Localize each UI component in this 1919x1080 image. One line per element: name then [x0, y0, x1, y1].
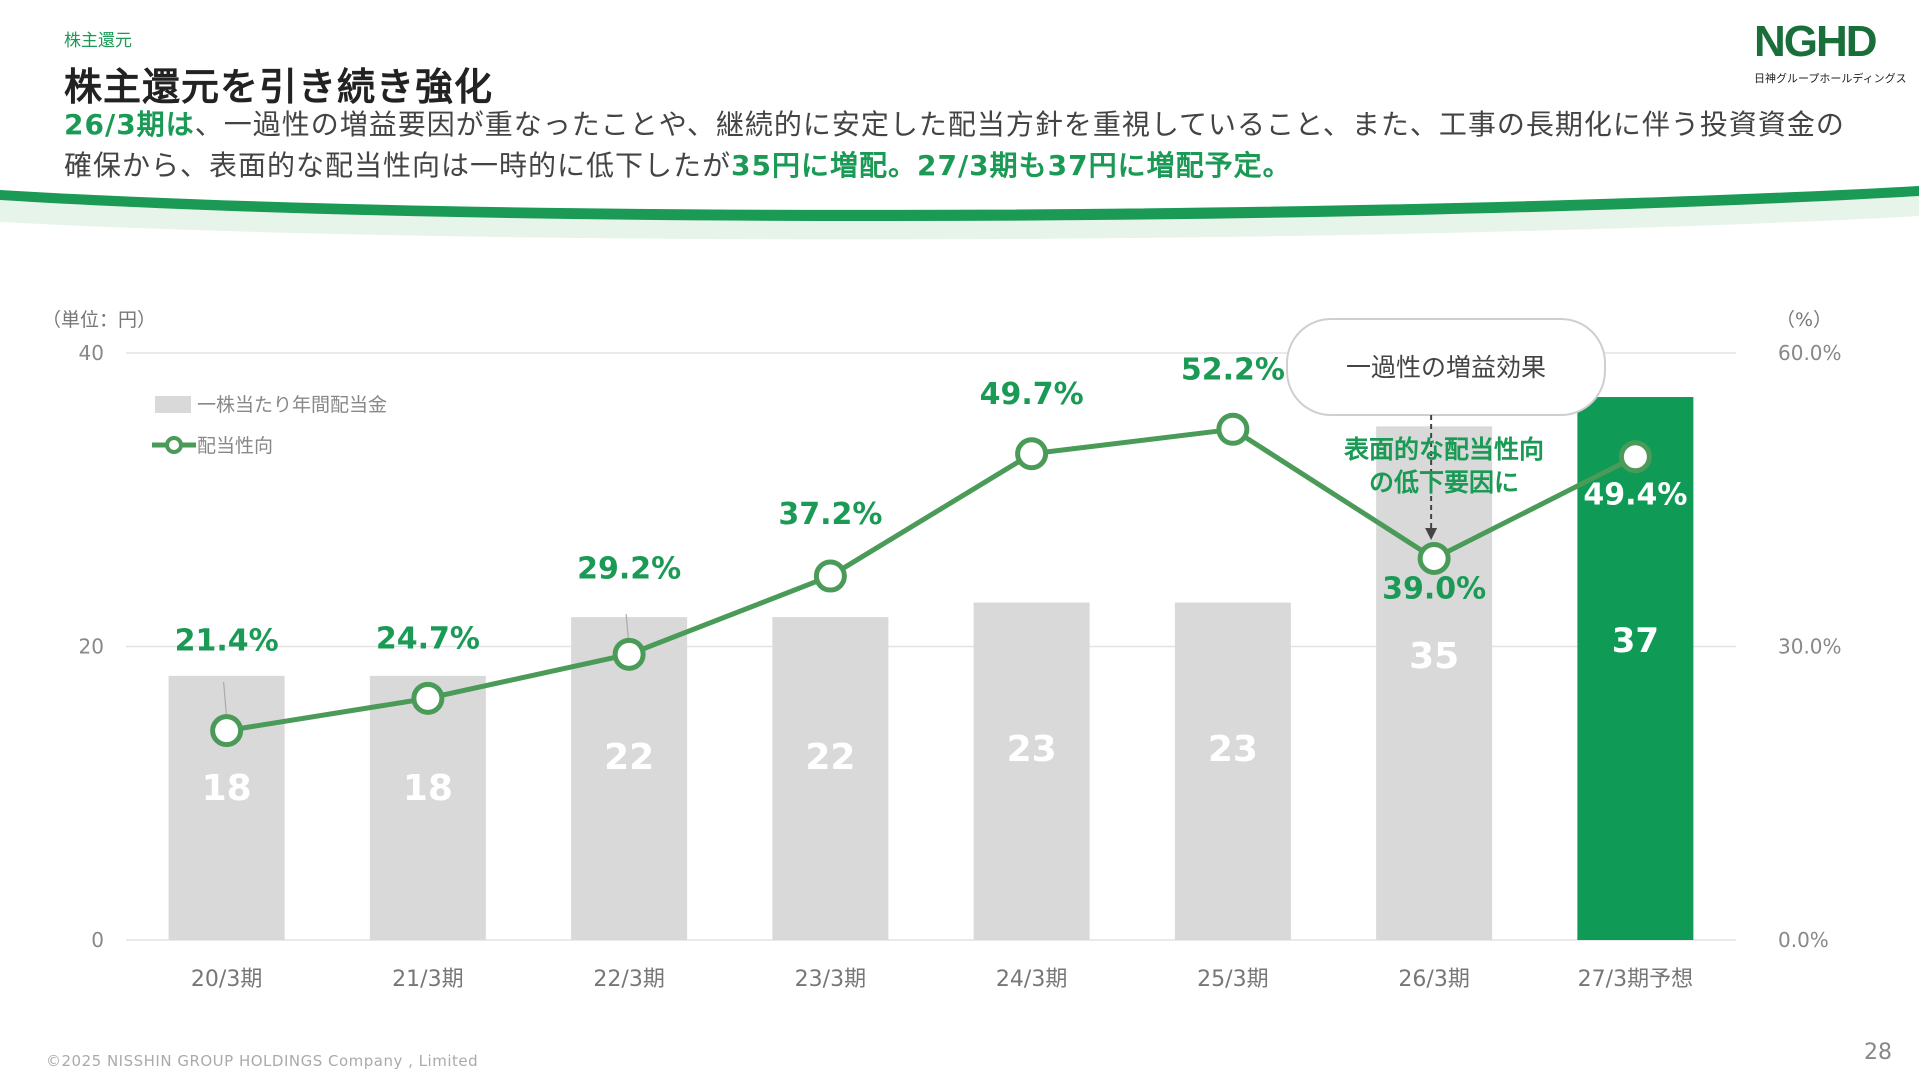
bar-25/3期 — [1174, 602, 1291, 940]
payout-ratio-label: 21.4% — [175, 624, 279, 659]
legend-bar-swatch — [155, 396, 191, 413]
bar-26/3期 — [1376, 426, 1493, 940]
callout-note-line: 表面的な配当性向 — [1344, 435, 1544, 464]
payout-ratio-marker — [1216, 412, 1250, 446]
x-tick-label: 23/3期 — [795, 967, 866, 992]
bar-24/3期 — [973, 602, 1090, 940]
y-right-tick-label: 60.0% — [1778, 341, 1842, 365]
payout-ratio-marker — [1618, 440, 1652, 474]
bar-23/3期 — [772, 617, 889, 940]
y-left-tick-label: 20 — [79, 635, 104, 659]
payout-ratio-label: 37.2% — [778, 497, 882, 532]
y-right-tick-label: 30.0% — [1778, 635, 1842, 659]
bar-value-label: 18 — [403, 768, 453, 809]
payout-ratio-label: 49.7% — [980, 377, 1084, 412]
payout-ratio-marker — [411, 681, 445, 715]
x-tick-label: 21/3期 — [392, 967, 463, 992]
callout-arrow-head — [1425, 528, 1438, 540]
bar-value-label: 22 — [805, 737, 855, 778]
label-leader-line — [223, 681, 228, 719]
logo-subtitle: 日神グループホールディングス — [1754, 72, 1907, 85]
payout-ratio-marker — [813, 559, 847, 593]
payout-ratio-label: 52.2% — [1181, 352, 1285, 387]
payout-ratio-marker — [612, 637, 646, 671]
payout-ratio-marker — [210, 714, 244, 748]
bar-value-label: 18 — [202, 768, 252, 809]
payout-ratio-label: 39.0% — [1382, 571, 1486, 606]
lead-highlight: 35円に増配。27/3期も37円に増配予定。 — [731, 149, 1292, 182]
x-tick-label: 24/3期 — [996, 967, 1067, 992]
bar-21/3期 — [369, 675, 486, 940]
bar-value-label: 37 — [1612, 621, 1659, 661]
bar-value-label: 35 — [1409, 636, 1459, 677]
payout-ratio-label: 29.2% — [577, 551, 681, 586]
right-axis-unit: （%） — [1776, 309, 1833, 331]
bar-value-label: 22 — [604, 737, 654, 778]
y-left-tick-label: 0 — [91, 928, 104, 952]
bar-value-label: 23 — [1007, 729, 1057, 770]
lead-segment: 、一過性の増益要因が重なったことや、継続的に安定した配当方針を重視していること、… — [64, 108, 1845, 182]
page-title: 株主還元を引き続き強化 — [64, 65, 494, 109]
x-tick-label: 26/3期 — [1398, 967, 1469, 992]
payout-ratio-marker — [1015, 437, 1049, 471]
payout-ratio-line — [226, 426, 1637, 734]
callout-text: 一過性の増益効果 — [1346, 353, 1546, 382]
callout-bubble — [1286, 318, 1606, 416]
payout-ratio-label: 49.4% — [1583, 478, 1687, 513]
y-left-tick-label: 40 — [79, 341, 104, 365]
bar-22/3期 — [571, 617, 688, 940]
lead-highlight: 26/3期は — [64, 108, 195, 141]
copyright: ©2025 NISSHIN GROUP HOLDINGS Company , L… — [46, 1052, 479, 1070]
bar-27/3期予想 — [1577, 397, 1694, 940]
legend-line-label: 配当性向 — [197, 435, 273, 457]
section-label: 株主還元 — [64, 31, 132, 51]
x-tick-label: 27/3期予想 — [1578, 967, 1693, 992]
logo-mark: NGHD — [1754, 17, 1878, 66]
payout-ratio-label: 24.7% — [376, 621, 480, 656]
x-tick-label: 20/3期 — [191, 967, 262, 992]
legend-line-marker — [165, 436, 183, 454]
x-tick-label: 25/3期 — [1197, 967, 1268, 992]
page-number: 28 — [1864, 1040, 1892, 1065]
legend-bar-label: 一株当たり年間配当金 — [197, 394, 387, 416]
x-tick-label: 22/3期 — [593, 967, 664, 992]
left-axis-unit: （単位：円） — [42, 309, 157, 331]
company-logo: NGHD 日神グループホールディングス — [1754, 17, 1907, 90]
lead-text: 26/3期は、一過性の増益要因が重なったことや、継続的に安定した配当方針を重視し… — [64, 104, 1864, 186]
y-right-tick-label: 0.0% — [1778, 928, 1829, 952]
payout-ratio-marker — [1417, 541, 1451, 575]
callout-note-line: の低下要因に — [1369, 468, 1519, 497]
bar-value-label: 23 — [1208, 729, 1258, 770]
